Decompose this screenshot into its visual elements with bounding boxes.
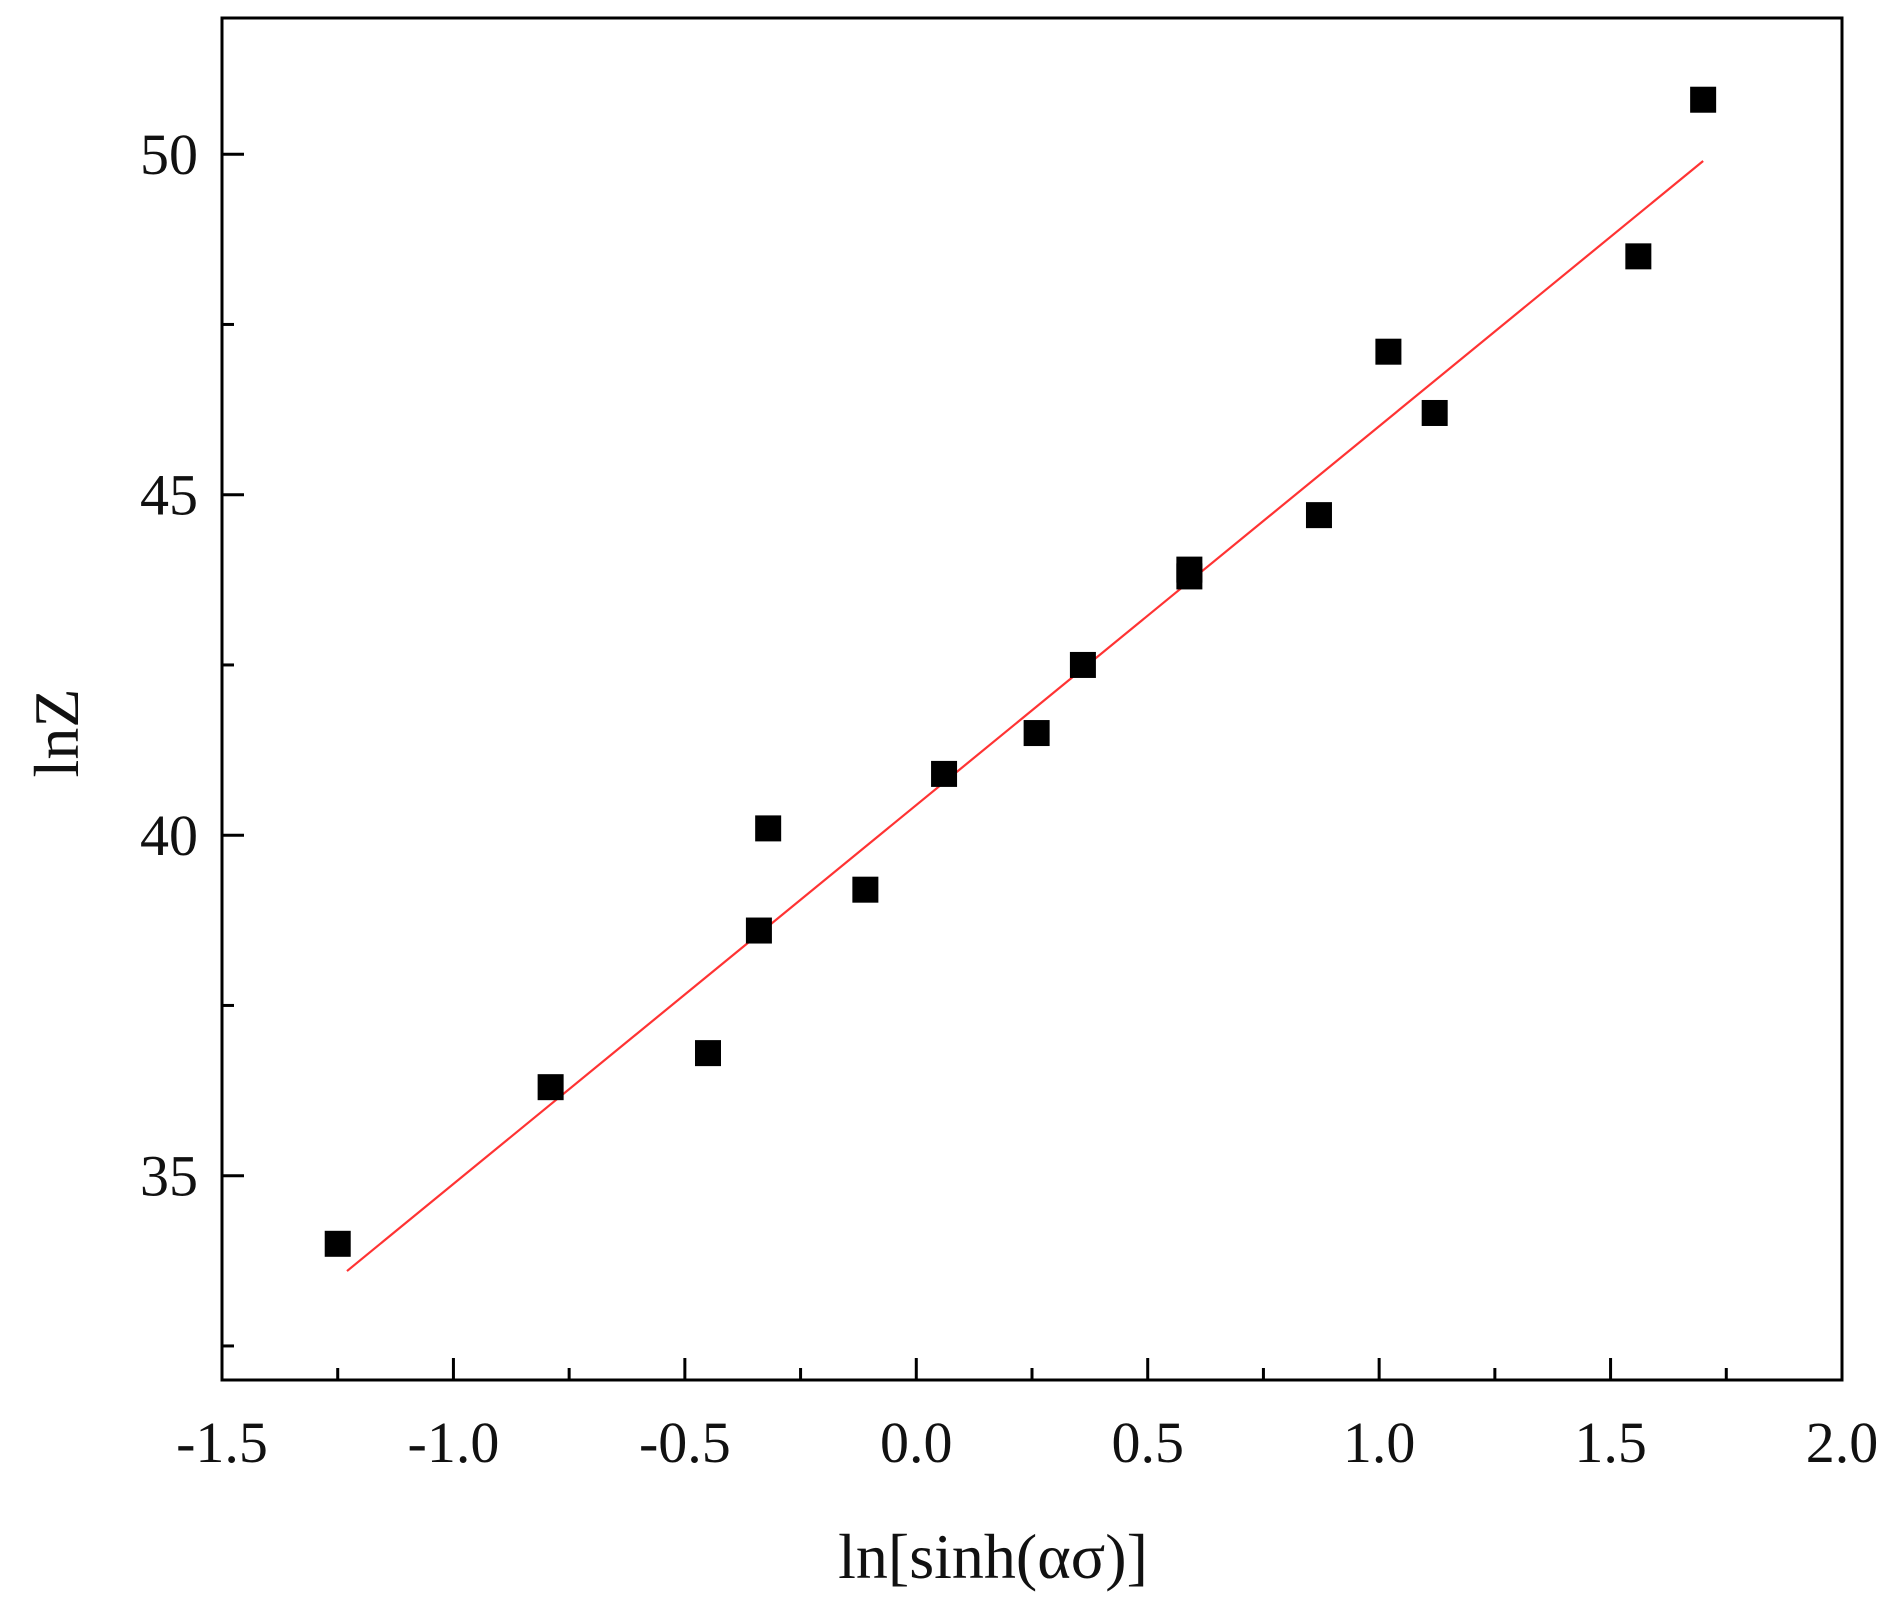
x-tick-label: 1.5 [1574,1410,1647,1475]
x-axis: -1.5 -1.0 -0.5 0.0 0.5 1.0 1.5 2.0 [176,1358,1878,1475]
fit-line [346,160,1704,1272]
y-tick-label: 50 [140,122,198,187]
data-point [755,815,782,842]
x-tick-label: -1.5 [176,1410,268,1475]
data-point [537,1074,564,1101]
data-point [1375,338,1402,365]
data-point [1176,563,1203,590]
y-tick-label: 45 [140,463,198,528]
x-tick-label: 2.0 [1806,1410,1879,1475]
x-tick-label: -0.5 [639,1410,731,1475]
y-axis: 35 40 45 50 [140,122,244,1348]
data-points [324,86,1717,1257]
data-point [1690,86,1717,113]
y-tick-label: 35 [140,1144,198,1209]
data-point [852,876,879,903]
data-point [931,760,958,787]
data-point [1305,502,1332,529]
data-point [745,917,772,944]
x-tick-label: -1.0 [408,1410,500,1475]
data-point [1625,243,1652,270]
y-tick-label: 40 [140,803,198,868]
x-axis-title: ln[sinh(ασ)] [838,1521,1148,1592]
x-tick-label: 1.0 [1343,1410,1416,1475]
data-point [324,1230,351,1257]
data-point [1421,399,1448,426]
x-tick-label: 0.0 [880,1410,953,1475]
x-tick-label: 0.5 [1111,1410,1184,1475]
fit-line-group [346,160,1704,1272]
data-point [1023,720,1050,747]
data-point [1069,651,1096,678]
data-point [695,1040,721,1067]
y-axis-title: lnZ [21,689,92,778]
